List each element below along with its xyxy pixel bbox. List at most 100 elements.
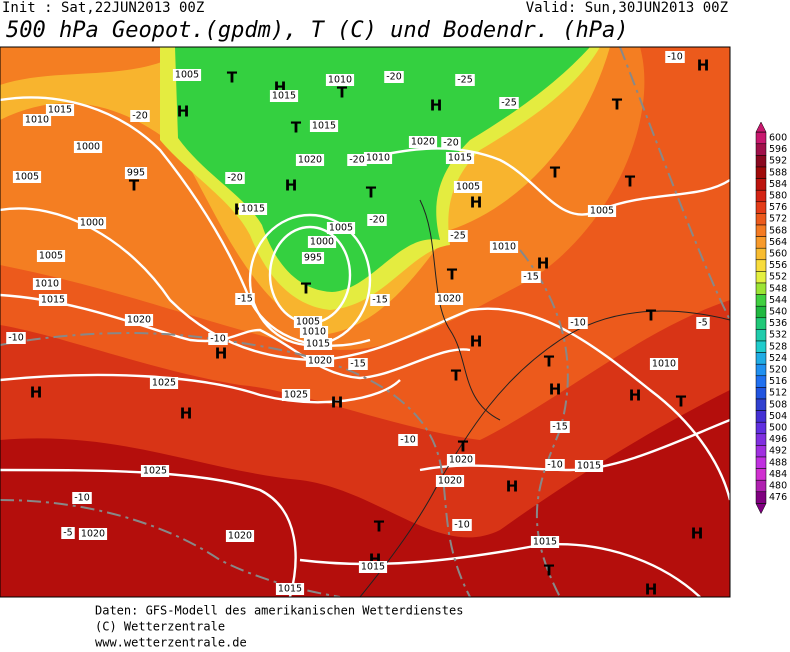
isobar-label: 1020	[228, 531, 252, 542]
colorbar-swatch	[755, 363, 767, 377]
isobar	[0, 293, 471, 380]
isobar-label-box	[489, 241, 519, 253]
colorbar-swatch	[755, 236, 767, 249]
colorbar-swatch	[755, 410, 767, 423]
isobar-label-box	[32, 278, 62, 290]
isobar-label: 1015	[41, 295, 65, 306]
temp-zone	[175, 47, 590, 292]
isobar	[0, 207, 730, 501]
isobar-label-box	[281, 389, 311, 401]
isobar-label-box	[124, 314, 154, 326]
isobar-label-box	[38, 294, 68, 306]
isobar-label-box	[434, 293, 464, 305]
colorbar-swatch	[755, 166, 767, 179]
temperature-label-box	[521, 271, 541, 283]
colorbar-label: 520	[769, 365, 787, 376]
temperature-label: -25	[450, 231, 466, 242]
isobar-label-box	[435, 475, 465, 487]
temperature-label: -20	[132, 111, 148, 122]
temperature-label: -10	[210, 334, 226, 345]
pressure-center: T	[550, 164, 561, 182]
isobar-label-box	[587, 205, 617, 217]
isobar-label-box	[303, 338, 333, 350]
map-title: 500 hPa Geopot.(gpdm), T (C) und Bodendr…	[6, 18, 629, 43]
pressure-center: H	[645, 581, 658, 599]
isobar-label-box	[358, 561, 388, 573]
temperature-label-box	[550, 421, 570, 433]
colorbar-label: 576	[769, 202, 787, 213]
temperature-label-box	[452, 519, 472, 531]
colorbar-label: 548	[769, 283, 787, 294]
isotherm	[619, 47, 730, 321]
pressure-center: H	[691, 525, 704, 543]
isobar-label: 1020	[81, 529, 105, 540]
temperature-label-box	[367, 214, 387, 226]
colorbar-swatch	[755, 201, 767, 214]
isobar-label: 1010	[366, 153, 390, 164]
temperature-label: -25	[501, 98, 517, 109]
pressure-center: T	[366, 184, 377, 202]
temperature-label-box	[347, 154, 367, 166]
isotherm	[0, 499, 341, 597]
isobar-label-box	[12, 171, 42, 183]
colorbar-label: 552	[769, 272, 787, 283]
footer-url: www.wetterzentrale.de	[95, 636, 247, 649]
colorbar-label: 528	[769, 341, 787, 352]
pressure-center: H	[697, 57, 710, 75]
colorbar-swatch	[755, 421, 767, 435]
isobar-label-box	[36, 250, 66, 262]
isobar-label: 1000	[76, 142, 100, 153]
colorbar-swatch	[755, 445, 767, 458]
colorbar-label: 496	[769, 434, 787, 445]
isobar-label-box	[73, 141, 103, 153]
colorbar-swatch	[755, 294, 767, 307]
temperature-label-box	[61, 527, 75, 539]
valid-time: Valid: Sun,30JUN2013 00Z	[526, 0, 728, 16]
isobar-label: 1020	[308, 356, 332, 367]
temperature-label-box	[235, 293, 255, 305]
colorbar-swatch	[755, 178, 767, 191]
isobar-label: 1020	[411, 137, 435, 148]
isobar-label: 1005	[175, 70, 199, 81]
isobar-label-box	[446, 454, 476, 466]
isobar-label: 1015	[306, 339, 330, 350]
pressure-center: H	[430, 97, 443, 115]
pressure-center: T	[337, 84, 348, 102]
isobar-label-box	[124, 167, 148, 179]
colorbar-swatch	[755, 131, 767, 145]
isobar-label-box	[275, 583, 305, 595]
pressure-center: T	[291, 119, 302, 137]
pressure-center: T	[458, 438, 469, 456]
isobar	[0, 96, 371, 347]
isobar-label-box	[45, 104, 75, 116]
colorbar-label: 508	[769, 399, 787, 410]
temperature-label: -20	[349, 155, 365, 166]
colorbar-label: 488	[769, 457, 787, 468]
pressure-center: T	[374, 518, 385, 536]
temperature-label: -10	[8, 333, 24, 344]
temperature-label: -10	[400, 435, 416, 446]
isobar-label: 1005	[456, 182, 480, 193]
pressure-center: T	[544, 562, 555, 580]
colorbar-label: 480	[769, 481, 787, 492]
colorbar-swatch	[755, 468, 767, 481]
colorbar-swatch	[755, 282, 767, 295]
colorbar-swatch	[755, 271, 767, 284]
isobar-label: 1020	[437, 294, 461, 305]
pressure-center: T	[129, 177, 140, 195]
colorbar-label: 512	[769, 388, 787, 399]
temperature-label-box	[665, 51, 685, 63]
temperature-label-box	[441, 137, 461, 149]
isobar-label: 1005	[329, 223, 353, 234]
isobar-label: 1005	[15, 172, 39, 183]
isobar-label: 1025	[152, 378, 176, 389]
colorbar-swatch	[755, 259, 767, 272]
temperature-label: -15	[237, 294, 253, 305]
temperature-label-box	[568, 317, 588, 329]
colorbar-swatch	[755, 375, 767, 388]
temperature-label-box	[448, 230, 468, 242]
colorbar-swatch	[755, 387, 767, 400]
colorbar-swatch	[755, 224, 767, 237]
isobar-label: 1015	[278, 584, 302, 595]
temperature-label: -10	[454, 520, 470, 531]
